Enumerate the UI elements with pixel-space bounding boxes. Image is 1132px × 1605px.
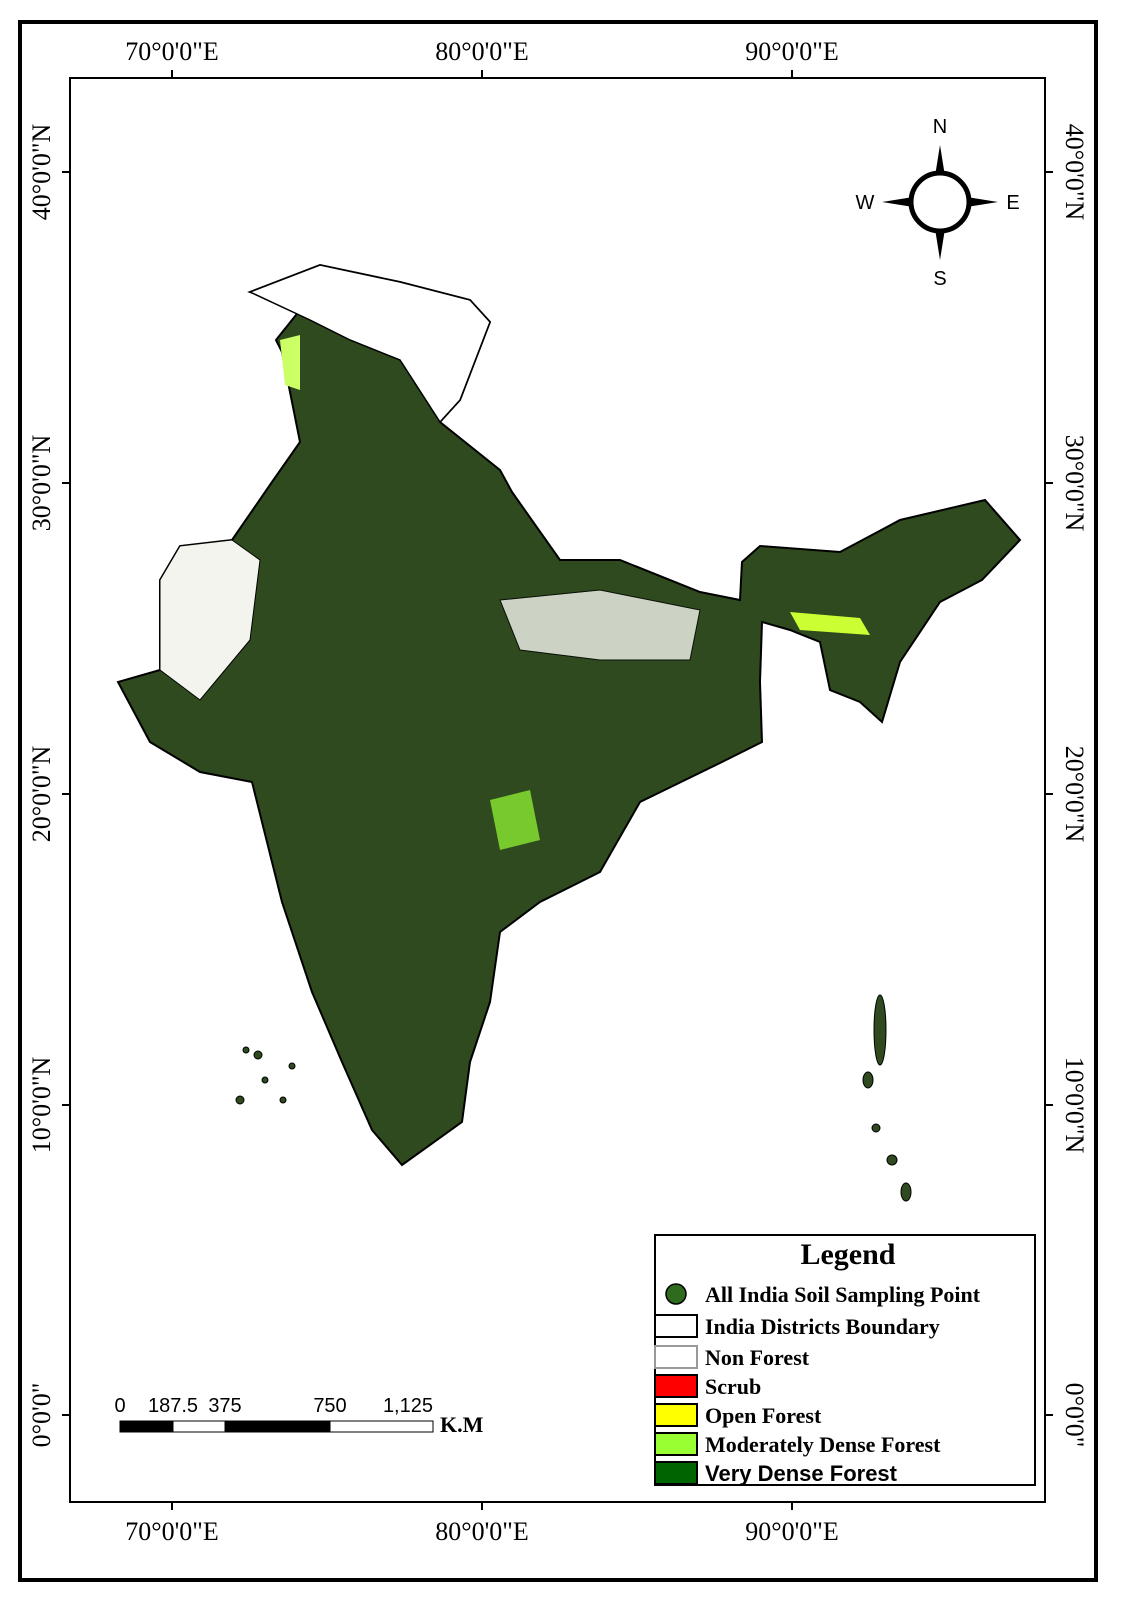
legend-label: Non Forest [705, 1345, 810, 1370]
compass-east: E [1006, 192, 1019, 214]
legend-swatch [654, 1403, 698, 1427]
longitude-label: 90°0'0"E [745, 37, 839, 66]
legend-swatch [654, 1314, 698, 1338]
legend-label: Open Forest [705, 1403, 822, 1428]
scale-label: 0 [114, 1395, 125, 1417]
legend-label: Moderately Dense Forest [705, 1432, 941, 1457]
longitude-label: 70°0'0"E [125, 1517, 219, 1546]
latitude-label: 0°0'0" [1060, 1383, 1089, 1448]
legend-label: India Districts Boundary [705, 1314, 940, 1339]
longitude-label: 80°0'0"E [435, 1517, 529, 1546]
latitude-label: 40°0'0"N [1060, 124, 1089, 221]
longitude-label: 80°0'0"E [435, 37, 529, 66]
latitude-label: 10°0'0"N [27, 1057, 56, 1154]
forest-patch [280, 335, 300, 390]
compass-south: S [933, 268, 946, 290]
central-region [499, 589, 701, 661]
legend-label: All India Soil Sampling Point [705, 1282, 981, 1307]
legend-label: Scrub [705, 1374, 761, 1399]
legend-symbol [665, 1283, 687, 1305]
scale-label: 375 [208, 1395, 241, 1417]
latitude-label: 40°0'0"N [27, 124, 56, 221]
north-region [248, 264, 491, 424]
latitude-label: 20°0'0"N [27, 746, 56, 843]
legend-swatch [654, 1432, 698, 1456]
outer-frame [18, 20, 1098, 1582]
scale-label: 750 [313, 1395, 346, 1417]
longitude-label: 90°0'0"E [745, 1517, 839, 1546]
scale-label: 187.5 [148, 1395, 198, 1417]
legend-swatch [654, 1461, 698, 1485]
legend-swatch [654, 1345, 698, 1369]
india-map [116, 263, 1022, 1202]
scale-unit: K.M [440, 1412, 484, 1437]
longitude-label: 70°0'0"E [125, 37, 219, 66]
legend-swatch [654, 1374, 698, 1398]
legend-title: Legend [800, 1238, 895, 1271]
map-frame [69, 77, 1046, 1503]
scale-bar [119, 1420, 434, 1433]
latitude-label: 0°0'0" [27, 1383, 56, 1448]
west-region [159, 539, 261, 701]
latitude-label: 30°0'0"N [1060, 435, 1089, 532]
compass: N E S W [856, 116, 1020, 290]
legend-label: Very Dense Forest [705, 1461, 898, 1486]
latitude-label: 30°0'0"N [27, 435, 56, 532]
islands [235, 994, 912, 1202]
legend-box [654, 1234, 1036, 1486]
india-outline [116, 263, 1022, 1167]
forest-patch [490, 790, 540, 850]
forest-patch [790, 612, 870, 635]
latitude-label: 10°0'0"N [1060, 1057, 1089, 1154]
latitude-label: 20°0'0"N [1060, 746, 1089, 843]
compass-north: N [933, 116, 947, 138]
scale-label: 1,125 [383, 1395, 433, 1417]
compass-west: W [856, 192, 875, 214]
